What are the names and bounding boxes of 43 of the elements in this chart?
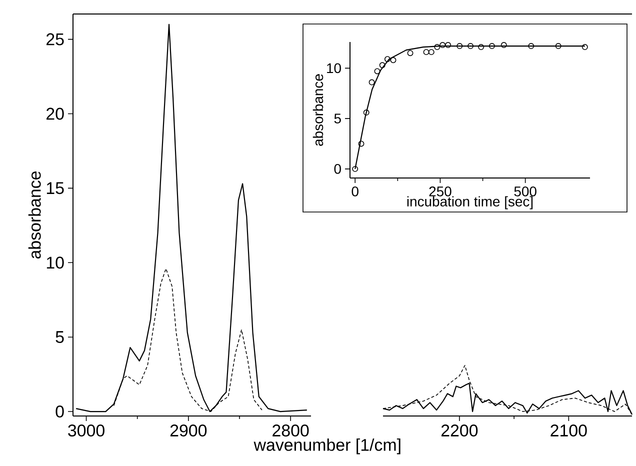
x-tick-label: 2800	[272, 424, 309, 436]
point	[456, 43, 463, 50]
point	[468, 43, 474, 50]
point	[368, 79, 375, 86]
y-axis-title: absorbance	[312, 74, 324, 146]
point	[555, 43, 562, 50]
x-axis-title: wavenumber [1/cm]	[254, 438, 400, 454]
x-tick-label: 2100	[550, 424, 587, 436]
point	[528, 43, 534, 50]
y-tick-label: 5	[334, 114, 341, 124]
x-tick-label: 250	[429, 186, 452, 196]
line-series	[76, 24, 308, 412]
x-tick-label: 2900	[170, 424, 207, 436]
y-tick-label: 0	[334, 164, 341, 174]
point	[358, 140, 364, 147]
point	[363, 110, 370, 116]
point	[434, 44, 440, 50]
y-tick-label: 10	[327, 63, 341, 74]
point	[445, 42, 452, 48]
x-tick-label: 3000	[68, 424, 104, 436]
x-axis-title: incubation time [sec]	[407, 196, 533, 210]
line-series	[354, 45, 586, 170]
point	[500, 42, 507, 48]
point	[488, 43, 495, 50]
point	[423, 49, 430, 56]
point	[440, 42, 446, 48]
point	[390, 57, 396, 64]
x-tick-label: 2200	[441, 424, 478, 436]
point	[374, 68, 380, 74]
y-tick-label: 25	[46, 33, 64, 46]
x-tick-label: 500	[514, 186, 536, 196]
point	[379, 62, 386, 68]
y-tick-label: 15	[46, 182, 64, 194]
point	[478, 44, 484, 50]
point	[428, 49, 434, 56]
x-tick-label: 0	[352, 186, 358, 196]
y-tick-label: 0	[56, 406, 64, 418]
point	[407, 50, 414, 56]
y-axis-title: absorbance	[28, 172, 41, 259]
y-tick-label: 10	[46, 256, 64, 269]
y-tick-label: 20	[46, 108, 64, 120]
point	[384, 56, 390, 62]
y-tick-label: 5	[56, 331, 64, 344]
